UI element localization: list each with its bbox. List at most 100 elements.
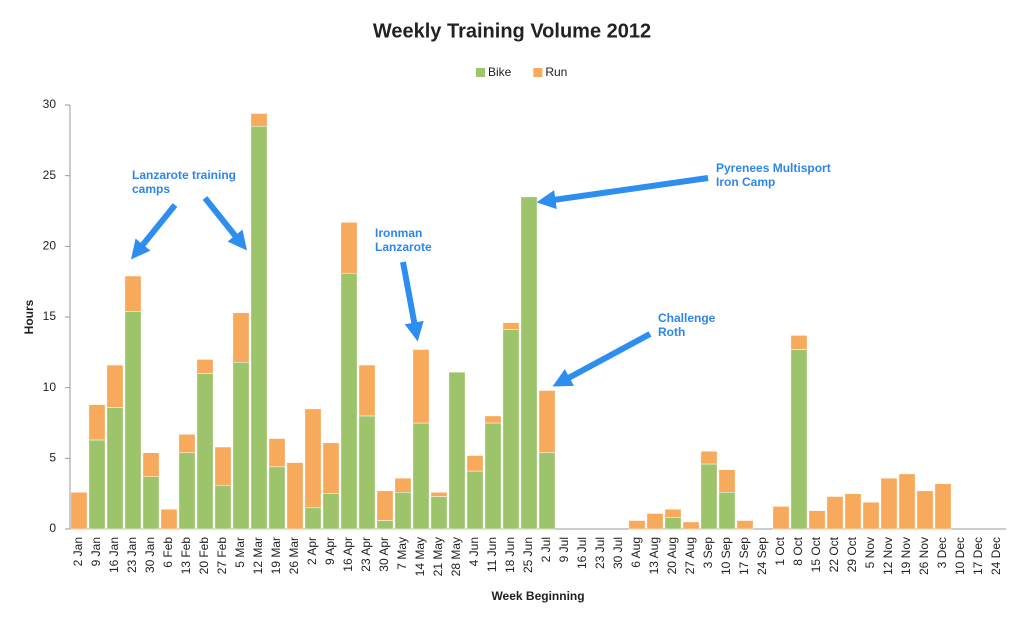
x-tick-label: 20 Feb: [197, 537, 211, 575]
x-tick-label: 2 Jul: [539, 537, 553, 562]
bar-segment: [718, 469, 736, 493]
bar-segment: [304, 507, 322, 530]
bar-segment: [376, 520, 394, 530]
x-tick-label: 27 Feb: [215, 537, 229, 575]
x-tick-label: 18 Jun: [503, 537, 517, 573]
bar-segment: [322, 442, 340, 494]
bar-segment: [196, 359, 214, 374]
bar-segment: [880, 477, 898, 530]
x-tick-label: 16 Apr: [341, 537, 355, 572]
bar-segment: [124, 275, 142, 312]
bar-segment: [178, 434, 196, 453]
x-tick-label: 26 Mar: [287, 537, 301, 574]
bar-segment: [232, 312, 250, 363]
bar-segment: [700, 463, 718, 530]
x-tick-label: 5 Nov: [863, 537, 877, 568]
legend-swatch: [476, 68, 485, 77]
bar-segment: [412, 422, 430, 530]
annotation: Lanzarote: [375, 240, 432, 254]
y-axis-title: Hours: [22, 299, 36, 334]
x-tick-label: 23 Apr: [359, 537, 373, 572]
y-tick-label: 30: [43, 97, 57, 111]
x-tick-label: 12 Mar: [251, 537, 265, 574]
bar-segment: [178, 452, 196, 530]
x-tick-label: 2 Jan: [71, 537, 85, 566]
x-tick-label: 27 Aug: [683, 537, 697, 574]
x-tick-label: 17 Dec: [971, 537, 985, 575]
bar-segment: [844, 493, 862, 530]
bar-segment: [340, 222, 358, 274]
annotation: camps: [132, 182, 170, 196]
bar-segment: [682, 521, 700, 530]
bar-segment: [502, 322, 520, 330]
bar-segment: [232, 361, 250, 530]
annotation: Lanzarote training: [132, 168, 236, 182]
bar-segment: [808, 510, 826, 530]
x-tick-label: 24 Sep: [755, 537, 769, 575]
bar-segment: [502, 329, 520, 530]
bar-segment: [790, 349, 808, 530]
chart-title: Weekly Training Volume 2012: [373, 20, 651, 42]
bar-segment: [250, 125, 268, 530]
x-tick-label: 19 Mar: [269, 537, 283, 574]
arrow: [536, 175, 709, 210]
bar-segment: [628, 520, 646, 530]
x-tick-label: 30 Jan: [143, 537, 157, 573]
bar-segment: [646, 513, 664, 530]
x-tick-label: 21 May: [431, 537, 445, 576]
x-tick-label: 29 Oct: [845, 536, 859, 572]
bar-segment: [268, 438, 286, 468]
x-tick-label: 17 Sep: [737, 537, 751, 575]
bar-segment: [214, 484, 232, 530]
bar-segment: [88, 404, 106, 441]
x-tick-label: 16 Jan: [107, 537, 121, 573]
x-tick-label: 28 May: [449, 537, 463, 576]
bar-segment: [358, 415, 376, 530]
bar-segment: [466, 455, 484, 472]
bar-segment: [736, 520, 754, 530]
legend-label: Bike: [488, 65, 512, 79]
bar-segment: [250, 113, 268, 127]
bar-segment: [286, 462, 304, 530]
bar-segment: [160, 508, 178, 530]
bar-segment: [664, 517, 682, 530]
bar-segment: [916, 490, 934, 530]
bar-segment: [484, 422, 502, 530]
bar-segment: [340, 272, 358, 530]
bar-segment: [142, 476, 160, 530]
bar-segment: [196, 373, 214, 530]
x-tick-label: 25 Jun: [521, 537, 535, 573]
bar-segment: [142, 452, 160, 477]
x-tick-label: 10 Sep: [719, 537, 733, 575]
x-tick-label: 15 Oct: [809, 536, 823, 572]
legend-label: Run: [545, 65, 567, 79]
bar-segment: [394, 492, 412, 530]
x-tick-label: 26 Nov: [917, 537, 931, 575]
x-tick-label: 24 Dec: [989, 537, 1003, 575]
y-tick-label: 5: [49, 451, 56, 465]
x-tick-label: 10 Dec: [953, 537, 967, 575]
x-tick-label: 2 Apr: [305, 537, 319, 565]
x-tick-label: 13 Aug: [647, 537, 661, 574]
x-tick-label: 14 May: [413, 537, 427, 576]
bar-segment: [718, 492, 736, 530]
bar-segment: [898, 473, 916, 530]
bar-segment: [88, 439, 106, 530]
x-tick-label: 9 Jan: [89, 537, 103, 566]
annotation: Challenge: [658, 311, 716, 325]
bar-segment: [520, 196, 538, 530]
x-tick-label: 1 Oct: [773, 536, 787, 565]
x-tick-label: 8 Oct: [791, 536, 805, 565]
bar-segment: [124, 311, 142, 530]
arrow: [552, 331, 652, 387]
bar-segment: [430, 492, 448, 497]
x-tick-label: 3 Dec: [935, 537, 949, 568]
bar-segment: [538, 452, 556, 530]
y-tick-label: 10: [43, 380, 57, 394]
x-tick-label: 23 Jan: [125, 537, 139, 573]
bar-segment: [358, 364, 376, 417]
legend-swatch: [533, 68, 543, 77]
annotation: Pyrenees Multisport: [716, 161, 831, 175]
bar-segment: [772, 506, 790, 530]
annotation: Iron Camp: [716, 175, 775, 189]
